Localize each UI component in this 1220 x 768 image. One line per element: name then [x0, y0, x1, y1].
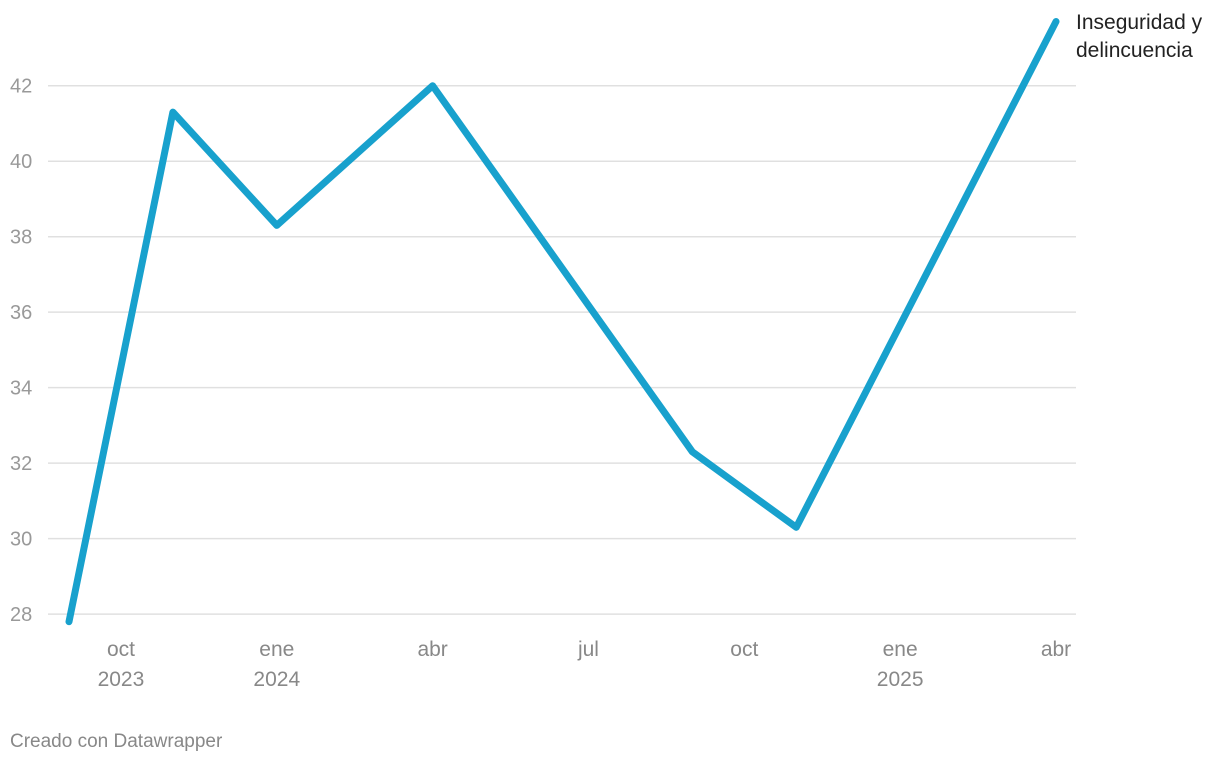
y-tick-label: 40	[10, 151, 32, 173]
series-label: Inseguridad y delincuencia	[1076, 11, 1203, 62]
x-tick-label: jul	[577, 638, 599, 661]
x-tick-label: oct	[107, 638, 135, 661]
y-tick-label: 34	[10, 378, 32, 400]
x-tick-year: 2025	[877, 668, 924, 691]
x-tick-label: ene	[259, 638, 294, 661]
footer: Creado con Datawrapper	[10, 731, 223, 752]
x-tick-year: 2024	[253, 668, 300, 691]
line	[65, 18, 1060, 626]
y-tick-label: 42	[10, 76, 32, 98]
y-tick-label: 36	[10, 302, 32, 324]
y-tick-label: 30	[10, 529, 32, 551]
y-tick-label: 32	[10, 453, 32, 475]
y-tick-label: 38	[10, 227, 32, 249]
y-tick-label: 28	[10, 604, 32, 626]
x-tick-label: oct	[730, 638, 758, 661]
x-tick-label: abr	[417, 638, 447, 661]
x-tick-label: ene	[883, 638, 918, 661]
x-tick-label: abr	[1041, 638, 1071, 661]
x-tick-year: 2023	[98, 668, 145, 691]
